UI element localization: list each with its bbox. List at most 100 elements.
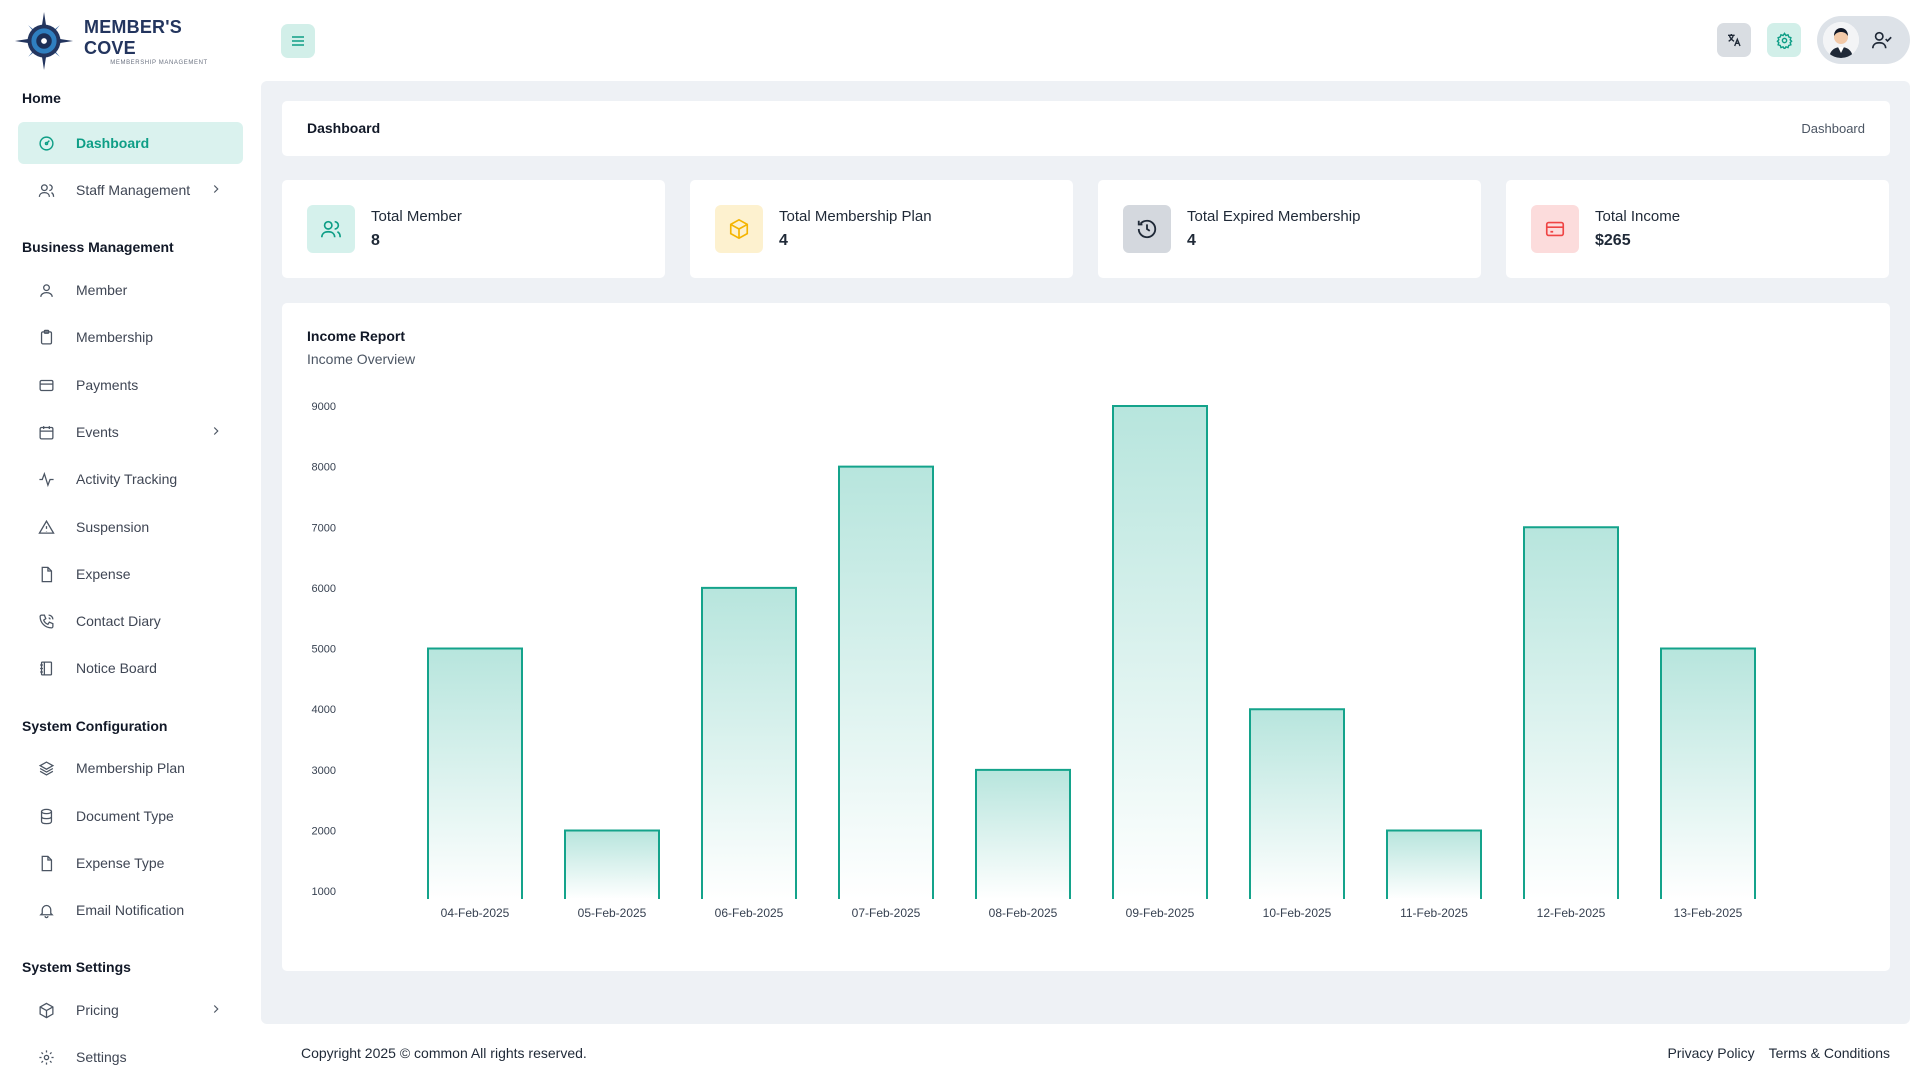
y-tick-label: 1000 <box>312 886 336 898</box>
y-tick-label: 2000 <box>312 825 336 837</box>
sidebar-item-label: Membership Plan <box>76 760 185 776</box>
sidebar-item-label: Pricing <box>76 1002 119 1018</box>
sidebar-item-label: Contact Diary <box>76 613 161 629</box>
calendar-icon <box>36 422 56 442</box>
sidebar-item-label: Payments <box>76 377 139 393</box>
y-tick-label: 4000 <box>312 704 336 716</box>
sidebar-item-events[interactable]: Events <box>18 411 243 453</box>
stat-value: 4 <box>779 232 788 249</box>
file-icon <box>36 853 56 873</box>
y-tick-label: 8000 <box>312 462 336 474</box>
sidebar-item-email-notification[interactable]: Email Notification <box>18 889 243 931</box>
terms-conditions-link[interactable]: Terms & Conditions <box>1768 1045 1890 1061</box>
sidebar-item-activity-tracking[interactable]: Activity Tracking <box>18 458 243 500</box>
chart-bar[interactable] <box>564 829 660 899</box>
chart-bar[interactable] <box>975 768 1071 899</box>
x-tick-label: 04-Feb-2025 <box>441 906 510 920</box>
sidebar-item-suspension[interactable]: Suspension <box>18 506 243 548</box>
sidebar-item-document-type[interactable]: Document Type <box>18 795 243 837</box>
sidebar-item-staff-management[interactable]: Staff Management <box>18 169 243 211</box>
bell-icon <box>36 900 56 920</box>
layers-icon <box>36 758 56 778</box>
x-tick-label: 12-Feb-2025 <box>1537 906 1606 920</box>
y-tick-label: 3000 <box>312 765 336 777</box>
stat-card-total-member: Total Member 8 <box>282 180 665 278</box>
activity-icon <box>36 469 56 489</box>
sidebar-item-dashboard[interactable]: Dashboard <box>18 122 243 164</box>
stat-card-total-membership-plan: Total Membership Plan 4 <box>690 180 1073 278</box>
gear-icon <box>1775 31 1793 49</box>
x-tick-label: 11-Feb-2025 <box>1400 906 1468 920</box>
chart-bar[interactable] <box>1112 405 1208 899</box>
language-button[interactable] <box>1717 23 1751 57</box>
y-tick-label: 5000 <box>312 644 336 656</box>
chevron-right-icon <box>213 185 219 193</box>
y-tick-label: 6000 <box>312 583 336 595</box>
sidebar-item-membership[interactable]: Membership <box>18 316 243 358</box>
x-tick-label: 08-Feb-2025 <box>989 906 1058 920</box>
income-report-card: Income Report Income Overview 1000 2000 30… <box>282 303 1890 971</box>
chart-bar[interactable] <box>1660 647 1756 899</box>
users-icon <box>36 180 56 200</box>
chart-bar[interactable] <box>1249 708 1345 899</box>
credit-card-icon <box>1531 205 1579 253</box>
breadcrumb: Dashboard Dashboard <box>282 101 1890 156</box>
sidebar-item-expense[interactable]: Expense <box>18 553 243 595</box>
x-tick-label: 07-Feb-2025 <box>852 906 921 920</box>
nav-section-system-configuration: System Configuration <box>22 718 168 734</box>
sidebar-item-notice-board[interactable]: Notice Board <box>18 647 243 689</box>
stat-label: Total Expired Membership <box>1187 208 1361 225</box>
sidebar-item-label: Expense Type <box>76 855 165 871</box>
x-tick-label: 09-Feb-2025 <box>1126 906 1195 920</box>
sidebar-item-label: Notice Board <box>76 660 157 676</box>
chart-bar[interactable] <box>838 465 934 899</box>
sidebar-item-label: Dashboard <box>76 135 150 151</box>
y-tick-label: 9000 <box>312 401 336 413</box>
sidebar-item-expense-type[interactable]: Expense Type <box>18 842 243 884</box>
chart-bar[interactable] <box>427 647 523 899</box>
brand-logo[interactable]: MEMBER'S COVE MEMBERSHIP MANAGEMENT <box>14 10 234 72</box>
chart-bar[interactable] <box>1386 829 1482 899</box>
sidebar-item-pricing[interactable]: Pricing <box>18 989 243 1031</box>
nav-section-business-management: Business Management <box>22 239 174 255</box>
y-tick-label: 7000 <box>312 522 336 534</box>
sidebar-item-member[interactable]: Member <box>18 269 243 311</box>
nav-section-system-settings: System Settings <box>22 959 131 975</box>
chart-bar[interactable] <box>701 586 797 899</box>
sidebar: MEMBER'S COVE MEMBERSHIP MANAGEMENT Home… <box>0 0 261 1080</box>
x-tick-label: 13-Feb-2025 <box>1674 906 1743 920</box>
chevron-right-icon <box>213 427 219 435</box>
nav-section-home: Home <box>22 90 61 106</box>
stat-value: $265 <box>1595 232 1631 249</box>
settings-button[interactable] <box>1767 23 1801 57</box>
gear-icon <box>36 1047 56 1067</box>
menu-toggle-button[interactable] <box>281 24 315 58</box>
chart-title: Income Report <box>307 328 406 344</box>
chart-bar[interactable] <box>1523 526 1619 899</box>
warning-icon <box>36 517 56 537</box>
sidebar-item-membership-plan[interactable]: Membership Plan <box>18 747 243 789</box>
stat-label: Total Membership Plan <box>779 208 932 225</box>
sidebar-item-label: Activity Tracking <box>76 471 178 487</box>
sidebar-item-payments[interactable]: Payments <box>18 364 243 406</box>
user-check-icon <box>1872 31 1892 49</box>
sidebar-item-label: Events <box>76 424 119 440</box>
sidebar-item-contact-diary[interactable]: Contact Diary <box>18 600 243 642</box>
brand-title: MEMBER'S COVE <box>84 16 182 58</box>
file-icon <box>36 564 56 584</box>
history-icon <box>1123 205 1171 253</box>
x-tick-label: 06-Feb-2025 <box>715 906 784 920</box>
brand-subtitle: MEMBERSHIP MANAGEMENT <box>110 59 208 66</box>
avatar[interactable] <box>1823 22 1859 58</box>
database-icon <box>36 806 56 826</box>
sidebar-item-settings[interactable]: Settings <box>18 1036 243 1078</box>
x-tick-label: 05-Feb-2025 <box>578 906 647 920</box>
stat-card-total-expired-membership: Total Expired Membership 4 <box>1098 180 1481 278</box>
profile-menu[interactable] <box>1817 16 1910 64</box>
users-icon <box>307 205 355 253</box>
breadcrumb-link-dashboard[interactable]: Dashboard <box>1801 121 1865 136</box>
stat-value: 8 <box>371 232 380 249</box>
footer-copyright: Copyright 2025 © common All rights reser… <box>301 1045 587 1061</box>
privacy-policy-link[interactable]: Privacy Policy <box>1667 1045 1755 1061</box>
sidebar-item-label: Email Notification <box>76 902 185 918</box>
